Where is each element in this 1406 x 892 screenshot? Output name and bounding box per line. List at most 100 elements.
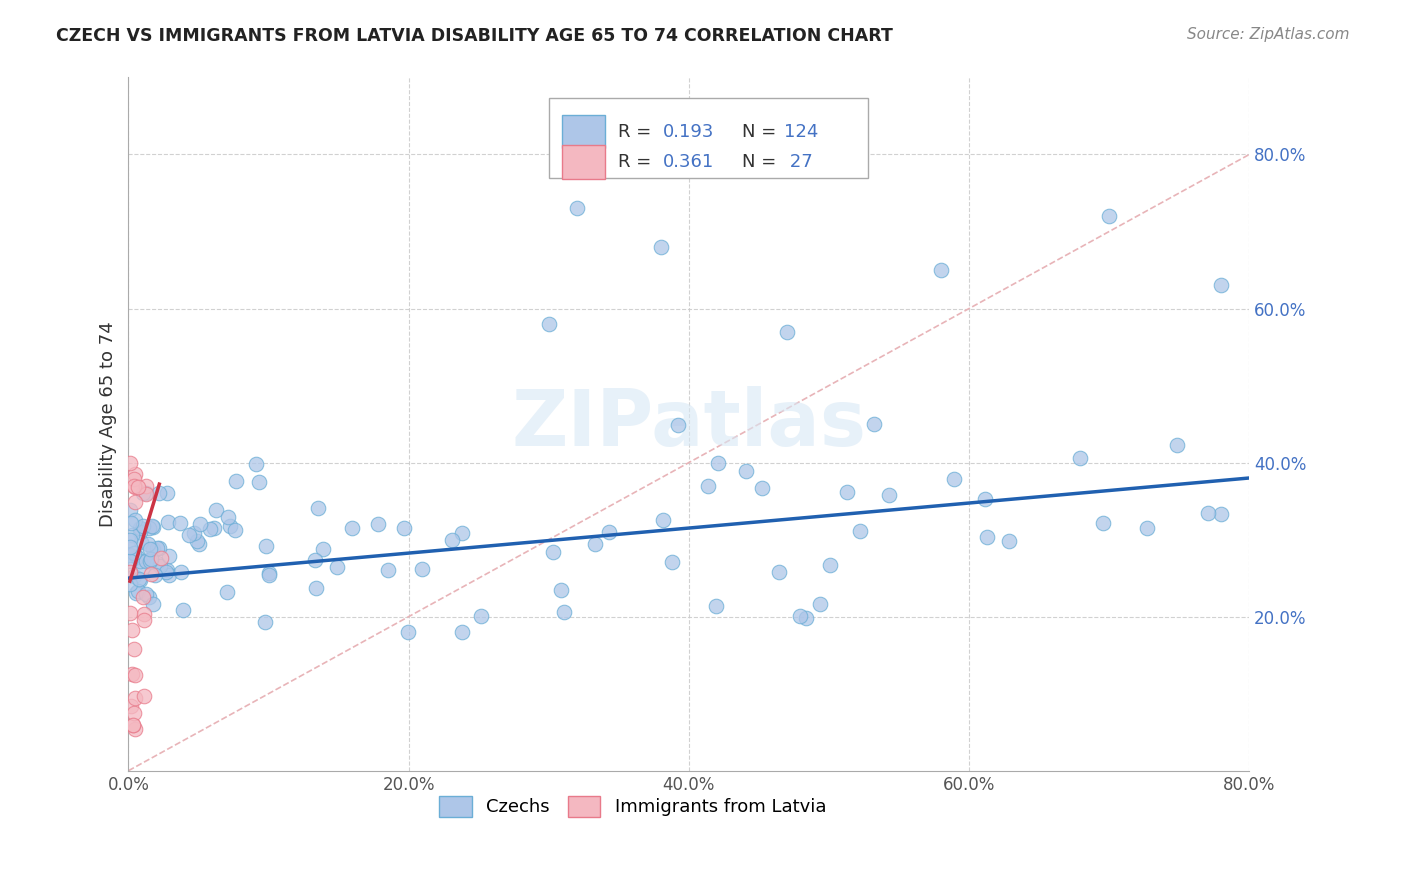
Point	[257, 568, 280, 582]
Point	[550, 583, 572, 598]
Point	[122, 479, 145, 493]
Point	[132, 486, 155, 500]
Point	[139, 566, 162, 581]
Point	[1197, 506, 1219, 520]
Point	[129, 520, 152, 534]
Point	[125, 550, 148, 565]
Point	[122, 568, 145, 582]
Point	[118, 540, 141, 554]
Point	[135, 587, 157, 601]
Point	[751, 481, 773, 495]
Point	[124, 691, 146, 706]
FancyBboxPatch shape	[548, 98, 868, 178]
Point	[141, 552, 163, 566]
Point	[537, 317, 560, 331]
Point	[129, 554, 152, 568]
Point	[124, 722, 146, 736]
Point	[146, 556, 169, 570]
Point	[254, 615, 277, 629]
Point	[1166, 438, 1188, 452]
Point	[124, 495, 146, 509]
Point	[1211, 278, 1233, 293]
Point	[118, 548, 141, 562]
Point	[142, 520, 165, 534]
Point	[138, 591, 160, 605]
Point	[118, 533, 141, 547]
Text: R =: R =	[619, 153, 657, 171]
Point	[1098, 209, 1121, 223]
Point	[156, 486, 179, 500]
Point	[198, 522, 221, 536]
Point	[553, 605, 575, 619]
Text: ZIPatlas: ZIPatlas	[512, 386, 866, 462]
Point	[666, 418, 689, 433]
Point	[138, 542, 160, 557]
Point	[124, 667, 146, 681]
Point	[124, 479, 146, 493]
Point	[122, 546, 145, 560]
Point	[132, 689, 155, 703]
Point	[143, 568, 166, 582]
Text: N =: N =	[741, 153, 782, 171]
Point	[245, 457, 267, 471]
Point	[129, 534, 152, 549]
Point	[974, 492, 997, 507]
Point	[135, 554, 157, 568]
Point	[118, 606, 141, 620]
Point	[598, 524, 620, 539]
FancyBboxPatch shape	[562, 145, 605, 178]
Point	[450, 526, 472, 541]
Point	[776, 325, 799, 339]
Point	[118, 456, 141, 470]
Point	[183, 525, 205, 540]
Point	[808, 597, 831, 611]
Point	[215, 585, 238, 599]
Point	[411, 562, 433, 576]
Text: N =: N =	[741, 123, 782, 141]
Point	[121, 717, 143, 731]
Point	[148, 486, 170, 500]
Point	[187, 537, 209, 551]
Point	[340, 521, 363, 535]
Point	[141, 519, 163, 533]
Point	[172, 603, 194, 617]
Text: CZECH VS IMMIGRANTS FROM LATVIA DISABILITY AGE 65 TO 74 CORRELATION CHART: CZECH VS IMMIGRANTS FROM LATVIA DISABILI…	[56, 27, 893, 45]
Point	[124, 472, 146, 486]
Point	[1136, 520, 1159, 534]
Point	[169, 516, 191, 530]
Text: Source: ZipAtlas.com: Source: ZipAtlas.com	[1187, 27, 1350, 42]
Point	[818, 558, 841, 572]
Point	[121, 624, 143, 638]
Point	[122, 642, 145, 657]
Point	[135, 486, 157, 500]
Point	[224, 524, 246, 538]
Point	[311, 542, 333, 557]
Point	[135, 487, 157, 501]
Point	[697, 479, 720, 493]
Point	[1209, 507, 1232, 521]
Point	[132, 560, 155, 574]
Point	[789, 609, 811, 624]
Point	[307, 501, 329, 516]
Point	[156, 515, 179, 529]
Point	[125, 585, 148, 599]
Point	[135, 478, 157, 492]
Point	[470, 608, 492, 623]
Text: 0.361: 0.361	[664, 153, 714, 171]
Point	[377, 563, 399, 577]
Point	[118, 565, 141, 579]
Point	[325, 559, 347, 574]
Legend: Czechs, Immigrants from Latvia: Czechs, Immigrants from Latvia	[432, 789, 834, 824]
Point	[205, 502, 228, 516]
Point	[121, 667, 143, 681]
Point	[118, 554, 141, 568]
Point	[440, 533, 463, 548]
Point	[304, 581, 326, 595]
Point	[1069, 451, 1091, 466]
Point	[157, 568, 180, 582]
Text: R =: R =	[619, 123, 657, 141]
Point	[129, 525, 152, 540]
Point	[651, 513, 673, 527]
Text: 0.193: 0.193	[664, 123, 714, 141]
Point	[704, 599, 727, 614]
